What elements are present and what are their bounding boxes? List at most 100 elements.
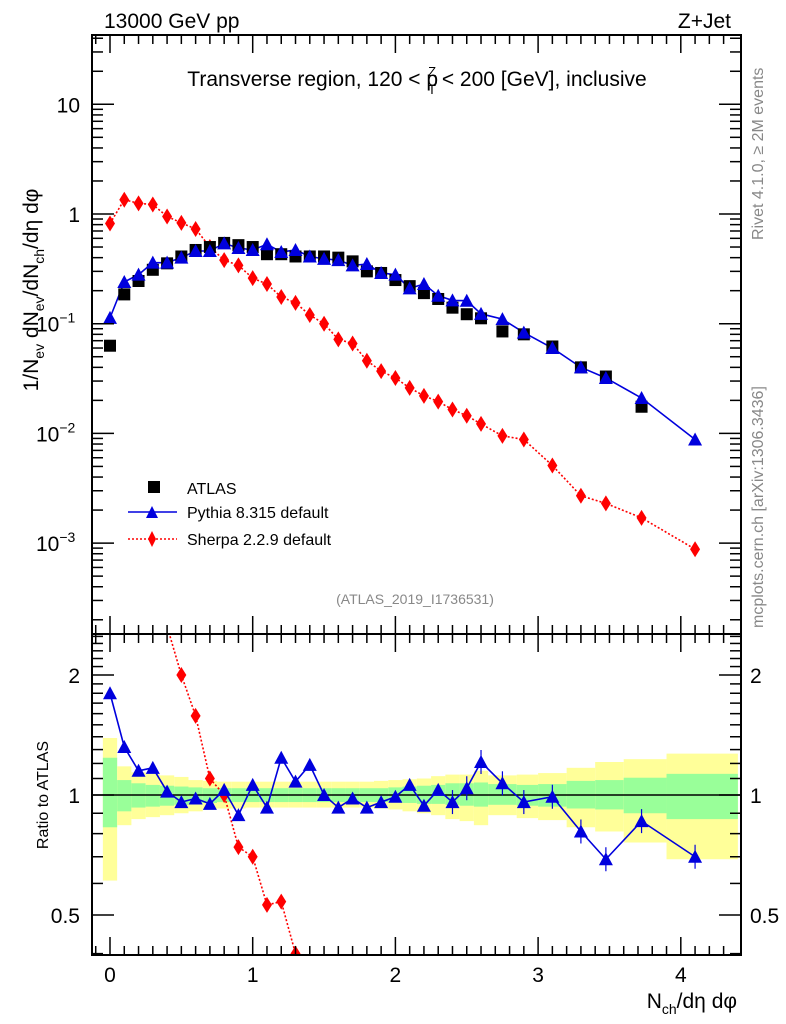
sherpa-point [247, 270, 258, 287]
pythia-ratio-point [302, 757, 317, 771]
sherpa-ratio-point [148, 551, 158, 567]
ratio-y-tick-label-right: 2 [750, 665, 762, 688]
ratio-y-tick-label-left: 1 [68, 785, 80, 808]
energy-label: 13000 GeV pp [104, 10, 239, 33]
sherpa-point [290, 294, 301, 311]
sherpa-point [119, 191, 130, 208]
pythia-ratio-point [188, 791, 203, 805]
pythia-point [188, 243, 203, 257]
pythia-point [160, 255, 175, 269]
pythia-point [174, 250, 189, 264]
pythia-point [573, 360, 588, 374]
y-tick-label: 10 [57, 94, 80, 117]
sherpa-point [690, 541, 701, 558]
pythia-ratio-point [388, 789, 403, 803]
pythia-ratio-point [459, 781, 474, 795]
uncertainty-band-stat [102, 757, 118, 828]
plot-title: Transverse region, 120 < pZ T < 200 [GeV]… [187, 64, 646, 97]
pythia-point [445, 293, 460, 307]
pythia-point [117, 274, 132, 288]
ratio-ylabel: Ratio to ATLAS [35, 741, 52, 849]
uncertainty-band-stat [145, 784, 160, 807]
pythia-ratio-point [573, 824, 588, 838]
x-axis-label: Nch/dη dφ [647, 990, 737, 1017]
pythia-ratio-point [545, 789, 560, 803]
pythia-point [302, 249, 317, 263]
x-tick-label: 3 [532, 964, 544, 987]
pythia-point [345, 258, 360, 272]
sherpa-point [233, 257, 244, 274]
sherpa-ratio-point [134, 505, 144, 521]
sherpa-ratio-line [168, 634, 299, 955]
pythia-point [474, 306, 489, 320]
x-tick-label: 1 [247, 964, 259, 987]
pythia-point [516, 325, 531, 339]
sherpa-ratio-point [119, 443, 129, 459]
sherpa-point [390, 369, 401, 386]
sherpa-point [361, 352, 372, 369]
pythia-point [145, 255, 160, 269]
sherpa-point [147, 196, 158, 213]
pythia-point [688, 432, 703, 446]
sherpa-ratio-point [247, 848, 258, 865]
sherpa-ratio-point [190, 707, 201, 724]
process-label: Z+Jet [678, 10, 731, 33]
pythia-point [459, 293, 474, 307]
sherpa-point [447, 401, 458, 418]
atlas-point [118, 288, 131, 301]
pythia-ratio-point [516, 795, 531, 809]
sherpa-ratio-point [233, 839, 244, 856]
pythia-ratio-point [274, 750, 289, 764]
pythia-point [202, 243, 217, 257]
sherpa-point [476, 415, 487, 432]
pythia-point [259, 237, 274, 251]
sherpa-point [376, 363, 387, 380]
rivet-label: Rivet 4.1.0, ≥ 2M events [750, 68, 767, 240]
sherpa-point [162, 208, 173, 225]
sherpa-ratio-point [204, 770, 215, 787]
legend-marker-sherpa [148, 531, 156, 547]
legend-label-pythia: Pythia 8.315 default [187, 505, 329, 522]
pythia-ratio-point [145, 760, 160, 774]
pythia-ratio-point [160, 784, 175, 798]
sherpa-point [105, 215, 115, 232]
pythia-ratio-line [109, 693, 696, 861]
sherpa-line [109, 198, 696, 550]
pythia-line [109, 242, 696, 441]
pythia-point [231, 240, 246, 254]
sherpa-point [133, 195, 144, 212]
pythia-ratio-point [245, 777, 260, 791]
main-panel: 10 1 10−1 10−2 10−3 Transverse region, 120 <… [20, 34, 742, 635]
atlas-point [289, 250, 302, 263]
x-tick-label: 4 [675, 964, 687, 987]
main-ylabel: 1/Nev dNev/dNch/dη dφ [20, 189, 47, 392]
x-tick-label: 0 [104, 964, 116, 987]
pythia-ratio-point [374, 795, 389, 809]
pythia-ratio-point [174, 795, 189, 809]
pythia-ratio-point [331, 800, 346, 814]
sherpa-ratio-point [276, 893, 287, 910]
pythia-point [495, 312, 510, 326]
pythia-ratio-point [117, 739, 132, 753]
ratio-y-tick-label-left: 0.5 [51, 905, 80, 928]
sherpa-ratio-point [305, 959, 315, 975]
ratio-y-tick-label-right: 1 [750, 785, 762, 808]
pythia-ratio-point [634, 814, 649, 828]
sherpa-point [636, 509, 647, 526]
pythia-ratio-point [598, 852, 613, 866]
atlas-point [104, 339, 116, 352]
pythia-point [131, 267, 146, 281]
pythia-ratio-point [688, 849, 703, 863]
ratio-y-tick-label-left: 2 [68, 665, 80, 688]
mcplots-label: mcplots.cern.ch [arXiv:1306.3436] [750, 386, 767, 628]
legend-label-sherpa: Sherpa 2.2.9 default [187, 532, 332, 549]
atlas-point [260, 248, 273, 261]
sherpa-point [347, 335, 358, 352]
y-tick-label: 1 [68, 204, 80, 227]
atlas-point [460, 308, 473, 321]
pythia-point [245, 242, 260, 256]
sherpa-point [333, 331, 344, 348]
pythia-ratio-point [202, 796, 217, 810]
pythia-ratio-point [416, 798, 431, 812]
